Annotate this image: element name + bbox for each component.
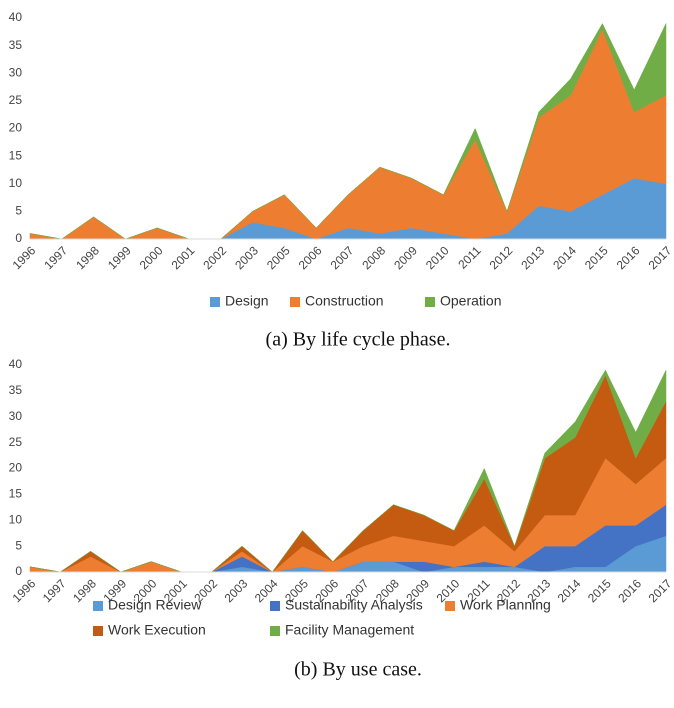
y-tick-label: 25 bbox=[9, 435, 23, 449]
y-tick-label: 40 bbox=[9, 357, 23, 371]
x-tick-label: 1996 bbox=[10, 243, 39, 272]
x-tick-label: 1996 bbox=[10, 576, 39, 605]
y-tick-label: 30 bbox=[9, 65, 23, 79]
x-tick-label: 2012 bbox=[487, 243, 516, 272]
y-tick-label: 40 bbox=[9, 10, 23, 24]
legend-label: Work Execution bbox=[108, 622, 206, 638]
x-tick-label: 2015 bbox=[585, 576, 614, 605]
legend-label: Facility Management bbox=[285, 622, 414, 638]
y-tick-label: 5 bbox=[15, 538, 22, 552]
x-tick-label: 2014 bbox=[555, 576, 584, 605]
x-tick-label: 1999 bbox=[105, 243, 134, 272]
y-tick-label: 30 bbox=[9, 409, 23, 423]
x-tick-label: 2006 bbox=[296, 243, 325, 272]
x-tick-label: 2016 bbox=[615, 576, 644, 605]
x-tick-label: 1998 bbox=[70, 576, 99, 605]
x-tick-label: 2003 bbox=[222, 576, 251, 605]
legend-swatch bbox=[93, 626, 103, 636]
x-tick-label: 2003 bbox=[232, 243, 261, 272]
y-tick-label: 25 bbox=[9, 93, 23, 107]
caption: (a) By life cycle phase. bbox=[266, 329, 451, 351]
x-tick-label: 2011 bbox=[455, 243, 483, 271]
y-tick-label: 20 bbox=[9, 461, 23, 475]
y-tick-label: 10 bbox=[9, 176, 23, 190]
legend-swatch bbox=[445, 601, 455, 611]
y-tick-label: 35 bbox=[9, 38, 23, 52]
y-tick-label: 15 bbox=[9, 487, 23, 501]
x-tick-label: 2001 bbox=[169, 243, 198, 272]
legend-label: Design Review bbox=[108, 597, 202, 613]
legend-label: Sustainability Analysis bbox=[285, 597, 423, 613]
legend-swatch bbox=[270, 626, 280, 636]
y-tick-label: 10 bbox=[9, 512, 23, 526]
x-tick-label: 2007 bbox=[328, 243, 357, 272]
x-tick-label: 2017 bbox=[646, 576, 674, 605]
x-tick-label: 2002 bbox=[200, 243, 229, 272]
legend-label: Design bbox=[225, 293, 269, 309]
y-tick-label: 15 bbox=[9, 148, 23, 162]
x-tick-label: 2008 bbox=[359, 243, 388, 272]
caption: (b) By use case. bbox=[294, 659, 422, 681]
x-tick-label: 2016 bbox=[614, 243, 643, 272]
legend-swatch bbox=[210, 297, 220, 307]
area bbox=[29, 369, 667, 573]
x-tick-label: 2013 bbox=[518, 243, 547, 272]
x-tick-label: 2014 bbox=[550, 243, 579, 272]
x-tick-label: 2017 bbox=[646, 243, 674, 272]
x-tick-label: 1997 bbox=[41, 243, 70, 272]
x-tick-label: 2010 bbox=[423, 243, 452, 272]
y-tick-label: 5 bbox=[15, 204, 22, 218]
x-tick-label: 2010 bbox=[434, 576, 463, 605]
x-tick-label: 1997 bbox=[40, 576, 69, 605]
legend-label: Operation bbox=[440, 293, 501, 309]
y-tick-label: 35 bbox=[9, 383, 23, 397]
x-tick-label: 2004 bbox=[252, 576, 281, 605]
y-tick-label: 20 bbox=[9, 121, 23, 135]
x-tick-label: 2005 bbox=[264, 243, 293, 272]
y-tick-label: 0 bbox=[15, 231, 22, 245]
area bbox=[29, 22, 667, 240]
x-tick-label: 2015 bbox=[582, 243, 611, 272]
legend-label: Work Planning bbox=[460, 597, 551, 613]
area bbox=[29, 28, 667, 240]
x-tick-label: 1998 bbox=[73, 243, 102, 272]
legend-swatch bbox=[270, 601, 280, 611]
legend-swatch bbox=[290, 297, 300, 307]
x-tick-label: 2000 bbox=[137, 243, 166, 272]
legend-swatch bbox=[425, 297, 435, 307]
x-tick-label: 2009 bbox=[391, 243, 420, 272]
legend-label: Construction bbox=[305, 293, 384, 309]
y-tick-label: 0 bbox=[15, 564, 22, 578]
legend-swatch bbox=[93, 601, 103, 611]
